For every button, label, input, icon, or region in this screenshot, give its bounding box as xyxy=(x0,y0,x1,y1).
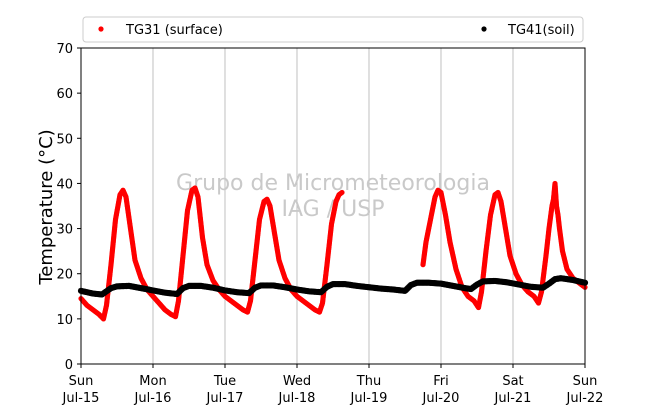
series-tg41 xyxy=(77,275,589,298)
legend-marker-tg31 xyxy=(98,26,104,32)
y-tick-label: 30 xyxy=(56,223,73,238)
legend-label-tg31: TG31 (surface) xyxy=(125,23,223,38)
x-tick-label-day: Mon xyxy=(139,374,166,389)
x-tick-label-day: Sun xyxy=(573,374,598,389)
x-tick-label-date: Jul-18 xyxy=(278,391,316,406)
x-tick-label-day: Wed xyxy=(283,374,311,389)
x-tick-label-day: Thu xyxy=(356,374,381,389)
x-axis: Sun Jul-15 Mon Jul-16 Tue Jul-17 Wed Jul-18 Thu J… xyxy=(62,364,604,406)
x-tick-label-day: Sat xyxy=(502,374,523,389)
x-tick-label-day: Fri xyxy=(433,374,449,389)
data-points xyxy=(77,180,589,322)
grid-lines xyxy=(152,48,514,364)
y-tick-label: 40 xyxy=(56,177,73,192)
y-axis: 0 10 20 30 40 50 60 70 xyxy=(56,42,81,373)
y-tick-label: 20 xyxy=(56,268,73,283)
y-tick-label: 50 xyxy=(56,132,73,147)
x-tick-label-day: Sun xyxy=(69,374,94,389)
x-tick-label-date: Jul-19 xyxy=(350,391,388,406)
x-tick-label-date: Jul-21 xyxy=(494,391,532,406)
legend-marker-tg41 xyxy=(481,26,487,32)
y-tick-label: 10 xyxy=(56,313,73,328)
x-tick-label-date: Jul-20 xyxy=(422,391,460,406)
x-tick-label-date: Jul-16 xyxy=(134,391,172,406)
series-tg31 xyxy=(78,180,588,322)
y-axis-label: Temperature (°C) xyxy=(36,129,57,285)
legend-box xyxy=(82,16,584,43)
y-tick-label: 70 xyxy=(56,42,73,57)
x-tick-label-day: Tue xyxy=(213,374,236,389)
x-tick-label-date: Jul-17 xyxy=(206,391,244,406)
data-point xyxy=(339,189,345,196)
legend-label-tg41: TG41(soil) xyxy=(507,23,575,38)
y-tick-label: 60 xyxy=(56,87,73,102)
x-tick-label-date: Jul-22 xyxy=(566,391,604,406)
y-tick-label: 0 xyxy=(65,358,73,373)
plot-frame xyxy=(80,47,586,365)
legend: TG31 (surface) TG41(soil) xyxy=(82,16,584,43)
x-tick-label-date: Jul-15 xyxy=(62,391,100,406)
